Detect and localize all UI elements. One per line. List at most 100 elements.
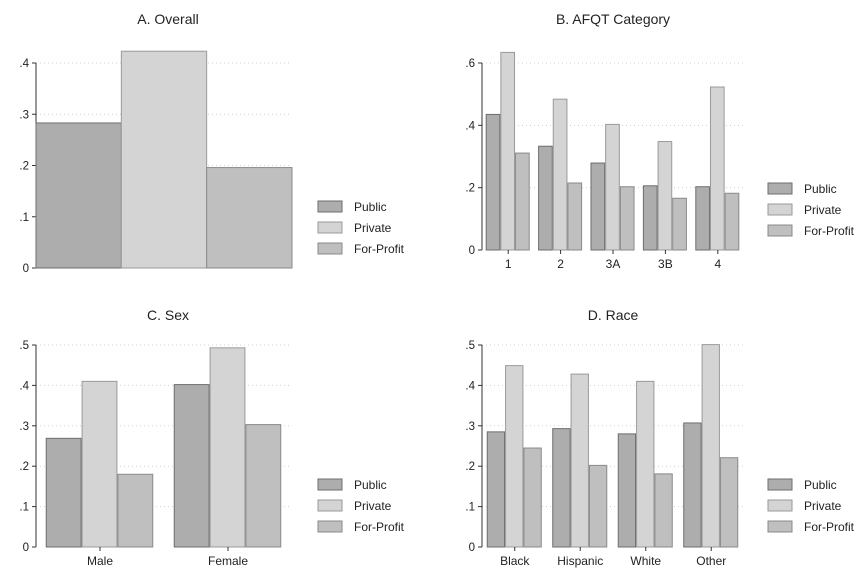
legend-swatch-private: [767, 203, 793, 216]
y-tick-label: 0: [469, 542, 475, 554]
bar-for-profit-1: [515, 152, 530, 251]
bar-for-profit-2: [567, 182, 583, 251]
y-tick-label: .2: [465, 461, 475, 473]
legend-label-public: Public: [354, 200, 387, 214]
bar-private-female: [209, 347, 246, 548]
panel-title: C. Sex: [147, 307, 189, 323]
bar-for-profit-black: [523, 447, 542, 548]
y-tick-label: .4: [19, 58, 29, 70]
x-tick-label: 1: [505, 257, 512, 271]
y-tick-label: .2: [465, 183, 475, 195]
x-tick-label: 4: [714, 257, 721, 271]
legend-swatch-for-profit: [767, 224, 793, 237]
bar-private-hispanic: [570, 373, 589, 548]
y-tick-label: .4: [465, 120, 475, 132]
panel-b: B. AFQT Category 0 .2 .4 .6 1 2 3A 3B 4 Public Priv…: [465, 11, 854, 271]
legend-swatch-private: [317, 499, 343, 512]
bar-private-2: [552, 98, 568, 251]
y-tick-label: .1: [19, 502, 29, 514]
bar-public-2: [538, 145, 553, 251]
legend-label-for-profit: For-Profit: [354, 242, 405, 256]
bar-private-male: [81, 380, 118, 548]
bar-for-profit-3b: [672, 197, 687, 251]
legend-label-public: Public: [804, 478, 837, 492]
bar-public-overall: [35, 122, 122, 269]
legend-label-public: Public: [804, 182, 837, 196]
x-tick-label: White: [630, 554, 661, 568]
panel-title: A. Overall: [137, 11, 198, 27]
y-tick-label: .6: [465, 58, 475, 70]
bar-public-white: [617, 433, 637, 548]
y-tick-label: .3: [19, 421, 29, 433]
legend-label-private: Private: [804, 499, 842, 513]
x-tick-label: Female: [208, 554, 248, 568]
x-tick-label: Male: [87, 554, 113, 568]
y-tick-label: .2: [19, 461, 29, 473]
legend-label-private: Private: [804, 203, 842, 217]
legend-swatch-for-profit: [317, 242, 343, 255]
legend-swatch-public: [317, 200, 343, 213]
bar-private-other: [701, 344, 720, 548]
y-tick-label: 0: [23, 263, 29, 275]
bar-private-black: [505, 365, 524, 548]
bar-public-4: [695, 186, 710, 251]
bar-public-3b: [642, 185, 658, 251]
legend: Public Private For-Profit: [767, 182, 855, 238]
bar-for-profit-3a: [619, 186, 635, 251]
y-tick-label: .4: [465, 380, 475, 392]
y-tick-label: 0: [469, 245, 475, 257]
legend-label-public: Public: [354, 478, 387, 492]
y-tick-label: .1: [465, 502, 475, 514]
panel-title: D. Race: [588, 307, 639, 323]
y-tick-label: .1: [19, 212, 29, 224]
x-tick-label: Hispanic: [557, 554, 603, 568]
legend-label-private: Private: [354, 221, 392, 235]
x-tick-label: Black: [500, 554, 530, 568]
legend-swatch-for-profit: [767, 520, 793, 533]
bar-private-3a: [605, 123, 620, 251]
bar-for-profit-other: [719, 457, 739, 548]
y-tick-label: .5: [19, 340, 29, 352]
bar-public-1: [485, 113, 501, 251]
legend-swatch-public: [317, 478, 343, 491]
legend-label-for-profit: For-Profit: [804, 224, 855, 238]
bar-public-male: [45, 437, 82, 548]
panel-title: B. AFQT Category: [556, 11, 670, 27]
legend-swatch-private: [317, 221, 343, 234]
legend-swatch-public: [767, 182, 793, 195]
panel-c: C. Sex 0 .1 .2 .3 .4 .5 Male Female Public Private…: [19, 307, 404, 568]
x-tick-label: 2: [557, 257, 564, 271]
y-tick-label: .3: [19, 109, 29, 121]
panel-a: A. Overall 0 .1 .2 .3 .4 Public Private For-Prof…: [19, 11, 404, 275]
panel-d: D. Race 0 .1 .2 .3 .4 .5 Black Hispanic White Othe…: [465, 307, 854, 568]
y-tick-label: .2: [19, 161, 29, 173]
bar-private-1: [500, 51, 516, 251]
legend: Public Private For-Profit: [317, 200, 405, 256]
bar-for-profit-hispanic: [588, 464, 608, 548]
bar-for-profit-male: [117, 473, 154, 548]
legend: Public Private For-Profit: [767, 478, 855, 534]
y-tick-label: .5: [465, 340, 475, 352]
y-tick-label: .3: [465, 421, 475, 433]
bar-for-profit-white: [654, 473, 673, 548]
y-tick-label: .4: [19, 380, 29, 392]
x-tick-label: 3B: [658, 257, 673, 271]
legend-label-private: Private: [354, 499, 392, 513]
bar-private-4: [709, 86, 725, 251]
legend-label-for-profit: For-Profit: [804, 520, 855, 534]
legend-swatch-public: [767, 478, 793, 491]
bar-for-profit-4: [724, 192, 740, 251]
x-tick-label: 3A: [606, 257, 621, 271]
legend: Public Private For-Profit: [317, 478, 405, 534]
y-tick-label: 0: [23, 542, 29, 554]
bar-private-3b: [657, 141, 673, 251]
legend-swatch-private: [767, 499, 793, 512]
bar-public-3a: [590, 162, 606, 251]
x-tick-label: Other: [696, 554, 726, 568]
bar-public-black: [486, 431, 506, 548]
bar-for-profit-female: [245, 424, 282, 548]
bar-private-overall: [120, 50, 208, 269]
bar-public-hispanic: [552, 428, 571, 548]
legend-label-for-profit: For-Profit: [354, 520, 405, 534]
